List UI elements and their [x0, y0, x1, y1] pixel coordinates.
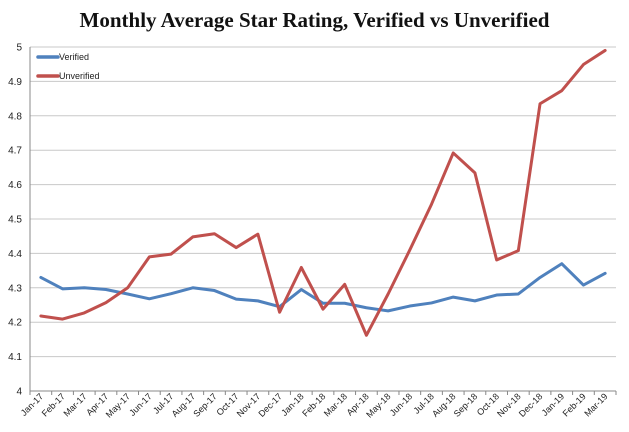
data-point-unverified [603, 49, 607, 52]
y-tick-label: 4.3 [8, 283, 22, 294]
data-point-unverified [126, 286, 129, 289]
data-point-verified [386, 309, 390, 313]
data-point-unverified [104, 301, 108, 304]
y-tick-label: 4.5 [8, 215, 22, 226]
data-point-verified [365, 306, 368, 309]
data-point-verified [603, 272, 607, 275]
y-tick-label: 5 [16, 43, 22, 54]
x-tick-label: Dec-18 [517, 391, 545, 419]
y-tick-label: 4.6 [8, 180, 22, 191]
data-point-unverified [256, 232, 260, 236]
data-point-unverified [495, 258, 498, 262]
data-point-verified [538, 276, 542, 279]
data-point-unverified [408, 248, 412, 252]
data-point-verified [61, 287, 64, 291]
chart-title: Monthly Average Star Rating, Verified vs… [79, 8, 550, 32]
data-point-verified [213, 289, 216, 292]
data-point-verified [582, 283, 585, 287]
x-tick-label: Feb-19 [561, 391, 588, 418]
y-tick-label: 4.2 [8, 318, 22, 329]
data-point-verified [517, 292, 520, 296]
data-point-unverified [213, 232, 216, 235]
data-point-verified [234, 297, 238, 301]
data-point-unverified [452, 151, 455, 155]
x-tick-label: Mar-18 [322, 391, 349, 418]
data-point-verified [300, 288, 303, 291]
x-tick-label: Feb-17 [40, 391, 67, 418]
data-point-verified [191, 286, 194, 289]
data-point-unverified [582, 63, 585, 66]
y-tick-label: 4.4 [8, 249, 22, 260]
data-point-unverified [278, 311, 281, 314]
x-tick-label: Jun-18 [388, 391, 415, 418]
data-point-unverified [148, 255, 151, 259]
data-point-verified [104, 288, 108, 291]
data-point-unverified [538, 102, 542, 105]
x-tick-label: Sep-18 [452, 391, 480, 419]
data-point-unverified [300, 266, 303, 269]
data-point-verified [39, 276, 43, 279]
y-tick-label: 4.7 [8, 146, 22, 157]
data-point-verified [343, 302, 346, 305]
data-point-unverified [169, 252, 173, 256]
x-tick-label: Jun-17 [127, 391, 154, 418]
x-tick-label: Feb-18 [300, 391, 327, 418]
data-point-unverified [83, 311, 86, 315]
data-point-verified [83, 286, 86, 289]
data-point-verified [256, 299, 260, 303]
data-point-unverified [191, 235, 194, 239]
data-point-verified [148, 297, 151, 301]
data-point-unverified [61, 317, 64, 321]
data-point-verified [473, 299, 477, 303]
data-point-unverified [473, 171, 477, 175]
data-point-unverified [39, 314, 43, 318]
y-tick-label: 4.8 [8, 111, 22, 122]
x-tick-label: May-17 [104, 391, 132, 419]
data-point-unverified [343, 283, 346, 286]
data-point-unverified [430, 203, 433, 206]
y-tick-label: 4.1 [8, 352, 22, 363]
x-tick-label: Sep-17 [191, 391, 219, 419]
data-point-unverified [234, 246, 238, 249]
data-point-verified [408, 304, 412, 308]
data-point-verified [560, 262, 563, 265]
data-point-unverified [321, 307, 325, 311]
x-tick-label: Mar-17 [61, 391, 88, 418]
data-point-verified [126, 292, 129, 296]
legend-label-verified: Verified [59, 52, 89, 62]
data-point-unverified [517, 249, 520, 252]
data-point-verified [430, 301, 433, 305]
x-tick-label: Dec-17 [256, 391, 284, 419]
data-point-unverified [560, 89, 563, 92]
data-point-verified [495, 293, 498, 297]
legend-label-unverified: Unverified [59, 71, 100, 81]
data-point-verified [452, 295, 455, 299]
x-tick-label: May-18 [364, 391, 392, 419]
data-point-unverified [365, 334, 368, 337]
x-tick-label: Mar-19 [582, 391, 609, 418]
y-tick-label: 4.9 [8, 77, 22, 88]
data-point-verified [169, 292, 173, 295]
data-point-unverified [386, 292, 390, 296]
y-tick-label: 4 [16, 387, 22, 398]
data-point-verified [321, 302, 325, 305]
